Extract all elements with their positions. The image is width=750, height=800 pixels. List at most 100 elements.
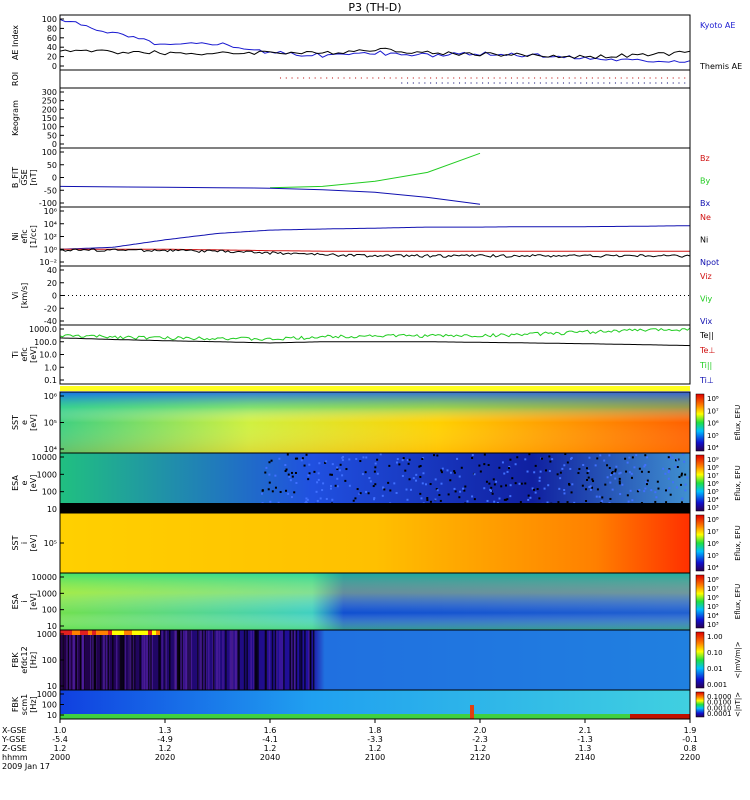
colorbar-title: Eflux, EFU (734, 465, 742, 500)
spectrogram-noise (591, 478, 594, 481)
spectrogram-noise (504, 484, 507, 487)
y-axis-label-line: [eV] (29, 475, 38, 492)
spectrogram-streak (200, 630, 202, 690)
spectrogram-noise (501, 461, 504, 464)
roi-dot (655, 82, 657, 84)
spectrogram-noise (317, 472, 320, 475)
roi-dot (453, 82, 455, 84)
spectrogram-noise (294, 457, 297, 460)
spectrogram-noise (471, 456, 474, 459)
spectrogram-noise (329, 487, 332, 490)
spectrogram-noise (586, 472, 589, 475)
legend-entry: Bz (700, 154, 710, 163)
spectrogram-streak (299, 630, 301, 690)
spectrogram-streak (281, 630, 283, 690)
x-row-label-ygse: Y-GSE (1, 735, 25, 744)
spectrogram-noise (479, 470, 482, 473)
y-tick-label: 100 (42, 606, 57, 615)
spectrogram-streak (234, 630, 237, 690)
spectrogram-noise (367, 492, 370, 495)
spectrogram-noise (644, 487, 647, 490)
spectrogram-noise (644, 454, 647, 457)
spectrogram-streak (76, 630, 79, 690)
spectrogram-noise (683, 460, 686, 463)
roi-dot (383, 77, 386, 79)
spectrogram-noise (655, 496, 658, 499)
roi-dot (614, 82, 617, 84)
y-axis-label: B_FITGSE[nT] (11, 167, 38, 188)
spectrogram-noise (611, 488, 614, 491)
spectrogram-top-cell (108, 630, 112, 635)
spectrogram-noise (680, 474, 683, 477)
spectrogram-noise (308, 472, 311, 475)
y-axis-label-line: eflc (20, 347, 29, 361)
spectrogram-noise (527, 498, 530, 501)
spectrogram-streak (124, 630, 126, 690)
y-axis-label-line: ESA (11, 593, 20, 609)
spectrogram-noise (509, 458, 512, 461)
spectrogram-noise (657, 487, 660, 490)
colorbar-tick-label: 10⁵ (707, 552, 719, 560)
legend-entry: Viz (700, 272, 712, 281)
spectrogram-noise (626, 461, 629, 464)
panel-sst_i: 10⁵ SSTi[eV] 10⁸ 10⁷ 10⁶ 10⁵ 10⁴ Eflux, EFU (11, 512, 742, 574)
spectrogram-noise (359, 492, 362, 495)
spectrogram-noise (388, 464, 391, 467)
spectrogram-noise (440, 469, 443, 472)
spectrogram-streak (174, 630, 177, 690)
series-line-ti-par (59, 327, 691, 341)
spectrogram-streak (112, 630, 114, 690)
spectrogram-noise (608, 454, 611, 457)
spectrogram-spike (470, 705, 474, 719)
spectrogram-noise (376, 472, 379, 475)
spectrogram-noise (374, 466, 377, 469)
spectrogram-top-cell (92, 630, 96, 635)
x-tick-label: 1.2 (264, 744, 277, 753)
spectrogram-noise (629, 489, 632, 492)
spectrogram-noise (671, 456, 674, 459)
spectrogram-streak (292, 630, 294, 690)
spectrogram-noise (538, 497, 541, 500)
roi-dot (666, 82, 669, 84)
spectrogram-streak (255, 630, 257, 690)
roi-dot (441, 77, 443, 79)
y-tick-label: 1000.0 (29, 325, 57, 334)
spectrogram-top-cell (64, 630, 68, 635)
roi-dot (591, 82, 593, 84)
roi-dot (505, 77, 507, 79)
spectrogram-noise (368, 476, 371, 479)
y-tick-label: 10⁻² (39, 258, 57, 267)
x-tick-label: 1.9 (684, 726, 697, 735)
spectrogram-noise (669, 493, 672, 496)
spectrogram-noise (473, 498, 476, 501)
spectrogram-noise (630, 476, 633, 479)
colorbar-tick-label: 0.001 (707, 681, 727, 689)
legend-entry: By (700, 177, 710, 186)
roi-dot (557, 77, 559, 79)
y-axis-label-line: [nT] (29, 169, 38, 185)
spectrogram-streak (143, 630, 145, 690)
spectrogram-noise (656, 480, 659, 483)
panel-frame (59, 14, 691, 71)
spectrogram-streak (294, 630, 296, 690)
legend-entry: Ti⊥ (699, 376, 714, 385)
spectrogram-streak (139, 630, 141, 690)
panel-temperature: 1000.0 100.0 10.0 1.0 0.1 Tieflc[eV] Te|| Te⊥ Ti… (11, 324, 715, 385)
roi-dot (331, 77, 334, 79)
spectrogram-noise (588, 486, 591, 489)
spectrogram-top-cell (152, 630, 156, 635)
roi-dot (614, 77, 617, 79)
y-tick-label: 100 (42, 488, 57, 497)
panel-frame (59, 147, 691, 208)
spectrogram-streak (158, 630, 160, 690)
y-axis-label-line: SST (11, 535, 20, 550)
spectrogram-noise (514, 482, 517, 485)
y-tick-label: 80 (47, 24, 57, 33)
x-axis: X-GSE Y-GSE Z-GSE hhmm 2009 Jan 17 1.0-5… (1, 719, 700, 771)
spectrogram-top-cell (100, 630, 104, 635)
y-tick-label: 100 (42, 123, 57, 132)
roi-dot (510, 77, 513, 79)
spectrogram-noise (358, 492, 361, 495)
